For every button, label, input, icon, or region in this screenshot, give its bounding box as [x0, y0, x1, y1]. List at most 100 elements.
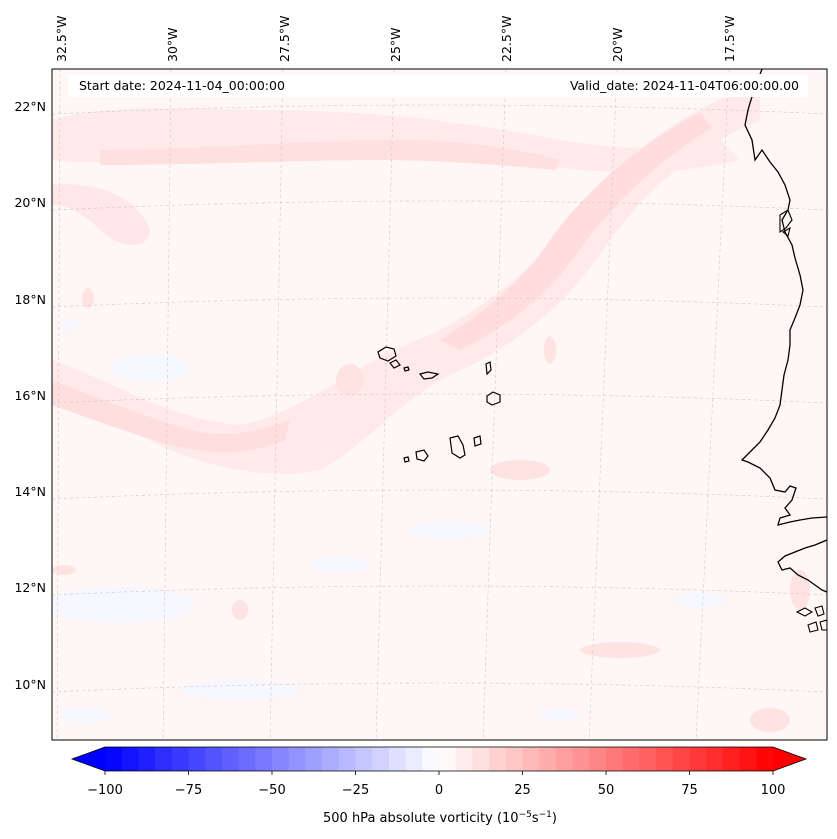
guinea-bissau-islands [795, 605, 827, 633]
lon-label-20w: 20°W [610, 27, 625, 62]
lat-label-16n: 16°N [14, 388, 46, 403]
santiago-island [449, 435, 466, 459]
colorbar-segment [372, 747, 390, 771]
africa-coastline [740, 69, 827, 526]
parallel-gridline [52, 200, 827, 211]
colorbar-segment [288, 747, 306, 771]
colorbar-tick-label: 100 [761, 783, 786, 798]
colorbar-segment [706, 747, 724, 771]
latitude-labels: 22°N 20°N 18°N 16°N 14°N 12°N 10°N [14, 99, 46, 692]
colorbar-segment [272, 747, 290, 771]
colorbar: −100 −75 −50 −25 0 25 50 75 100 500 hPa absolute… [70, 746, 808, 826]
meridian-gridline [482, 69, 507, 740]
lon-label-32-5w: 32.5°W [54, 16, 69, 62]
colorbar-tick-label: −50 [258, 783, 285, 798]
start-date-label: Start date: 2024-11-04_00:00:00 [79, 78, 285, 93]
parallel-gridline [52, 585, 827, 596]
colorbar-segment [472, 747, 490, 771]
colorbar-segment [656, 747, 674, 771]
parallel-gridline [52, 393, 827, 404]
colorbar-segment [188, 747, 206, 771]
lat-label-20n: 20°N [14, 195, 46, 210]
colorbar-segment [205, 747, 223, 771]
colorbar-segment [155, 747, 173, 771]
colorbar-segment [388, 747, 406, 771]
meridian-gridline [162, 69, 172, 740]
santo-antao-island [377, 346, 397, 362]
valid-date-label: Valid_date: 2024-11-04T06:00:00.00 [570, 78, 799, 93]
parallel-gridline [52, 682, 827, 693]
colorbar-segment [138, 747, 156, 771]
colorbar-ticks: −100 −75 −50 −25 0 25 50 75 100 [87, 771, 785, 798]
colorbar-label: 500 hPa absolute vorticity (10−5s−1) [323, 810, 557, 826]
colorbar-tick-label: −100 [87, 783, 123, 798]
meridian-gridline [375, 69, 395, 740]
maio-island [473, 435, 482, 447]
colorbar-segment [422, 747, 440, 771]
colorbar-segment [105, 747, 123, 771]
western-sahara-bay [779, 209, 793, 237]
lon-label-25w: 25°W [388, 27, 403, 62]
colorbar-segment [606, 747, 624, 771]
colorbar-tick-label: 0 [435, 783, 443, 798]
colorbar-segment [405, 747, 423, 771]
colorbar-segments [72, 747, 806, 771]
colorbar-tick-label: 50 [598, 783, 615, 798]
colorbar-segment [171, 747, 189, 771]
colorbar-segment [439, 747, 457, 771]
lon-label-27-5w: 27.5°W [277, 16, 292, 62]
colorbar-segment [722, 747, 740, 771]
colorbar-segment [355, 747, 373, 771]
colorbar-segment [689, 747, 707, 771]
lon-label-22-5w: 22.5°W [499, 16, 514, 62]
longitude-labels: 32.5°W 30°W 27.5°W 25°W 22.5°W 20°W 17.5… [54, 16, 737, 62]
colorbar-segment [505, 747, 523, 771]
parallel-gridline [52, 104, 827, 115]
lat-label-10n: 10°N [14, 677, 46, 692]
meridian-gridline [269, 69, 284, 740]
africa-coastline-south [777, 539, 827, 593]
positive-vorticity-blobs [52, 288, 810, 732]
positive-vorticity-band-medium-2 [52, 380, 290, 452]
lon-label-30w: 30°W [165, 27, 180, 62]
fogo-island [415, 449, 429, 462]
colorbar-segment [221, 747, 239, 771]
colorbar-segment [572, 747, 590, 771]
colorbar-segment [555, 747, 573, 771]
lon-label-17-5w: 17.5°W [722, 16, 737, 62]
lat-label-22n: 22°N [14, 99, 46, 114]
boa-vista-island [486, 391, 501, 406]
brava-island [403, 456, 410, 463]
colorbar-segment [305, 747, 323, 771]
colorbar-extend-max [773, 747, 806, 771]
colorbar-segment [338, 747, 356, 771]
colorbar-extend-min [72, 747, 105, 771]
colorbar-segment [622, 747, 640, 771]
colorbar-tick-label: −25 [342, 783, 369, 798]
negative-vorticity-patches [52, 320, 725, 723]
positive-vorticity-band-medium [440, 112, 712, 350]
colorbar-segment [489, 747, 507, 771]
lat-label-18n: 18°N [14, 292, 46, 307]
colorbar-segment [589, 747, 607, 771]
sao-vicente-island [389, 359, 401, 369]
colorbar-tick-label: 75 [681, 783, 698, 798]
colorbar-segment [639, 747, 657, 771]
gridlines [52, 69, 827, 740]
lat-label-12n: 12°N [14, 580, 46, 595]
meridian-gridline [56, 69, 61, 740]
colorbar-segment [322, 747, 340, 771]
colorbar-segment [255, 747, 273, 771]
positive-vorticity-band-upper-2 [52, 184, 150, 245]
colorbar-segment [121, 747, 139, 771]
colorbar-tick-label: −75 [175, 783, 202, 798]
colorbar-tick-label: 25 [514, 783, 531, 798]
colorbar-segment [238, 747, 256, 771]
positive-vorticity-band-medium-3 [100, 140, 560, 170]
parallel-gridline [52, 297, 827, 308]
colorbar-segment [455, 747, 473, 771]
santa-luzia-island [403, 366, 410, 372]
colorbar-segment [539, 747, 557, 771]
vorticity-background [52, 69, 827, 740]
